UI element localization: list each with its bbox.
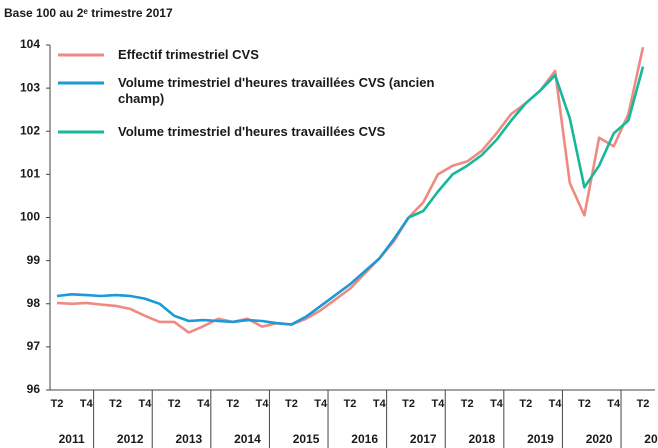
x-tick-label: T4	[373, 398, 387, 410]
year-label: 2015	[293, 432, 320, 446]
y-tick-label: 103	[20, 80, 40, 94]
x-tick-label: T2	[519, 398, 532, 410]
year-label: 2016	[351, 432, 378, 446]
series-line	[408, 66, 645, 219]
y-tick-label: 98	[27, 296, 41, 310]
x-tick-label: T2	[637, 398, 650, 410]
x-tick-label: T4	[197, 398, 211, 410]
year-label: 2011	[59, 432, 85, 446]
legend-label: Volume trimestriel d'heures travaillées …	[118, 75, 435, 106]
year-label: 2014	[234, 432, 261, 446]
y-tick-label: 99	[27, 253, 41, 267]
x-tick-label: T4	[607, 398, 621, 410]
y-tick-label: 102	[20, 123, 40, 137]
year-label: 2013	[175, 432, 202, 446]
x-tick-label: T4	[80, 398, 94, 410]
legend-label: Volume trimestriel d'heures travaillées …	[118, 124, 386, 139]
year-label: 2020	[586, 432, 613, 446]
x-tick-label: T4	[256, 398, 270, 410]
y-tick-label: 97	[27, 339, 41, 353]
x-tick-label: T2	[402, 398, 415, 410]
y-tick-label: 96	[27, 382, 41, 396]
year-label: 2017	[410, 432, 437, 446]
chart-title: Base 100 au 2ᵉ trimestre 2017	[4, 6, 173, 20]
year-label: 2021	[644, 432, 658, 446]
x-tick-label: T2	[344, 398, 357, 410]
year-label: 2012	[117, 432, 144, 446]
x-tick-label: T4	[138, 398, 152, 410]
x-tick-label: T4	[314, 398, 328, 410]
y-tick-label: 100	[20, 210, 40, 224]
x-tick-label: T4	[549, 398, 563, 410]
x-tick-label: T4	[490, 398, 504, 410]
y-tick-label: 104	[20, 37, 40, 51]
legend-label: Effectif trimestriel CVS	[118, 47, 259, 62]
x-tick-label: T4	[431, 398, 445, 410]
x-tick-label: T2	[226, 398, 239, 410]
x-tick-label: T2	[578, 398, 591, 410]
x-tick-label: T2	[51, 398, 64, 410]
y-tick-label: 101	[20, 167, 40, 181]
x-tick-label: T2	[461, 398, 474, 410]
x-tick-label: T2	[168, 398, 181, 410]
series-line	[56, 216, 410, 326]
year-label: 2018	[468, 432, 495, 446]
x-tick-label: T2	[109, 398, 122, 410]
x-tick-label: T2	[285, 398, 298, 410]
year-label: 2019	[527, 432, 554, 446]
